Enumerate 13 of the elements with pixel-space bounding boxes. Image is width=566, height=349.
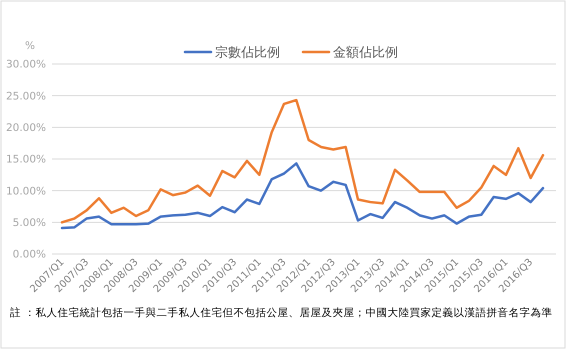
- y-tick-label: 0.00%: [12, 248, 46, 261]
- y-tick-label: 30.00%: [6, 58, 46, 71]
- y-tick-label: 15.00%: [6, 154, 46, 166]
- line-series: [60, 162, 544, 230]
- text: 註 ：私人住宅統計包括一手與二手私人住宅但不包括公屋、居屋及夾屋；中國大陸買家定義以漢語拼音名字為準: [10, 306, 552, 319]
- y-tick-label: 10.00%: [6, 185, 46, 198]
- legend-label: 宗數佔比例: [215, 44, 280, 61]
- y-tick-label: 5.00%: [12, 217, 46, 230]
- y-axis-title: %: [25, 40, 36, 52]
- line-series: [60, 98, 544, 224]
- legend-label: 金額佔比例: [333, 46, 398, 61]
- y-tick-label: 25.00%: [6, 90, 46, 102]
- y-tick-label: 20.00%: [6, 122, 46, 134]
